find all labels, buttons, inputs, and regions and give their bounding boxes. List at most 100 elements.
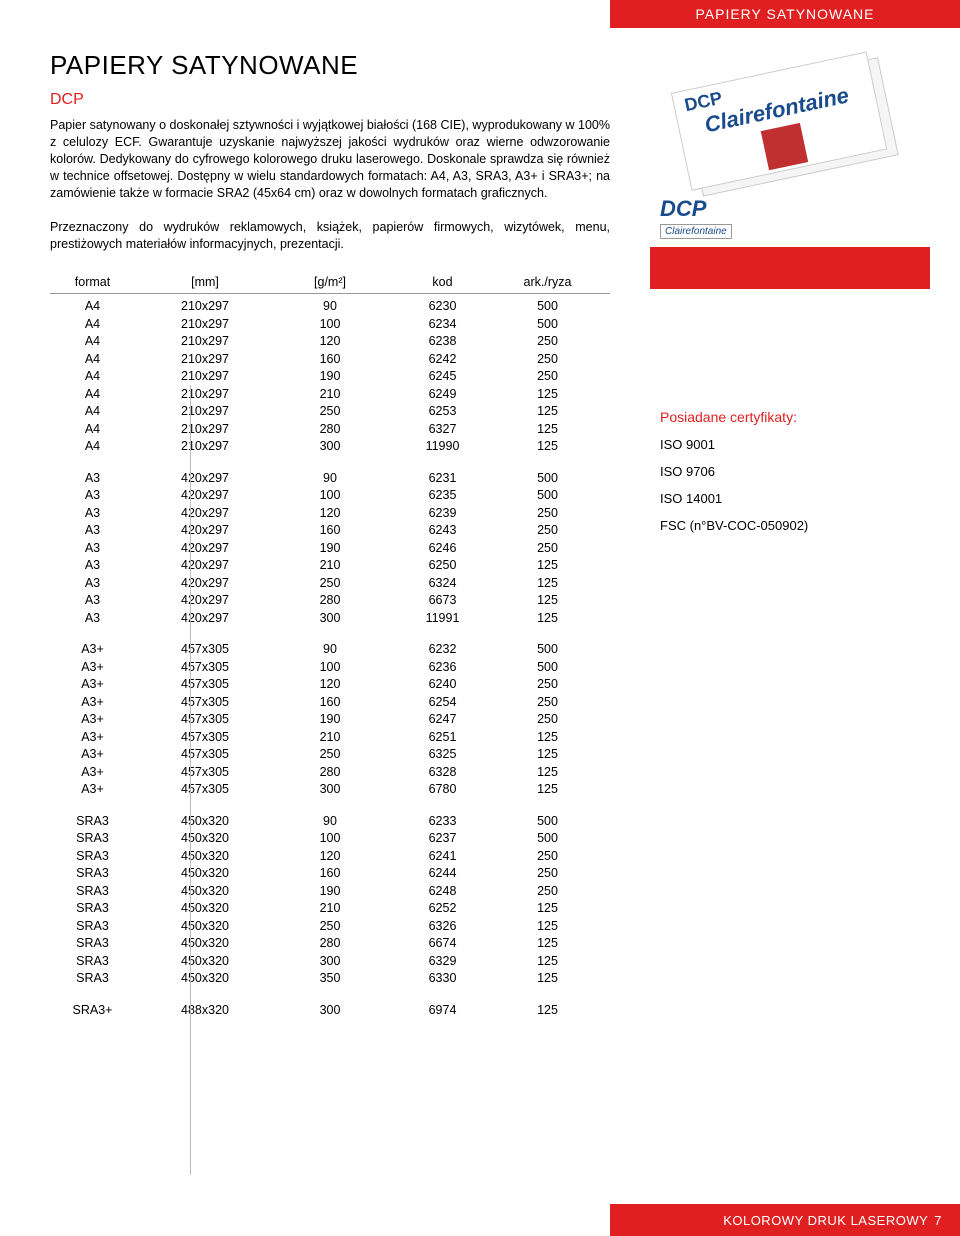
table-cell: 420x297 [135, 487, 275, 505]
table-cell: 420x297 [135, 610, 275, 628]
table-cell: 190 [275, 368, 385, 386]
table-cell: 6248 [385, 883, 500, 901]
table-cell: 190 [275, 540, 385, 558]
table-row: A3420x2971006235500 [50, 487, 610, 505]
product-image: DCP Clairefontaine [650, 50, 910, 190]
certificate-item: FSC (n°BV-COC-050902) [660, 518, 930, 533]
table-cell: A3+ [50, 729, 135, 747]
table-cell: 125 [500, 557, 595, 575]
table-cell: SRA3 [50, 883, 135, 901]
table-cell: 160 [275, 351, 385, 369]
table-cell: 210x297 [135, 368, 275, 386]
table-cell: 500 [500, 298, 595, 316]
table-cell: 125 [500, 729, 595, 747]
table-cell: 250 [500, 711, 595, 729]
table-cell: 125 [500, 438, 595, 456]
table-cell: 210x297 [135, 351, 275, 369]
certificates-list: ISO 9001ISO 9706ISO 14001FSC (n°BV-COC-0… [660, 437, 930, 533]
table-cell: 125 [500, 746, 595, 764]
table-row: A3+457x3051606254250 [50, 694, 610, 712]
table-cell: 6243 [385, 522, 500, 540]
table-cell: 90 [275, 298, 385, 316]
table-row: SRA3450x3203006329125 [50, 953, 610, 971]
table-cell: 250 [500, 694, 595, 712]
table-cell: A3+ [50, 781, 135, 799]
table-cell: 6253 [385, 403, 500, 421]
table-cell: 120 [275, 848, 385, 866]
table-cell: 6230 [385, 298, 500, 316]
col-header-ark: ark./ryza [500, 275, 595, 289]
table-cell: 6324 [385, 575, 500, 593]
table-cell: 250 [275, 918, 385, 936]
table-group: A4210x297906230500A4210x2971006234500A42… [50, 298, 610, 456]
table-cell: 210x297 [135, 298, 275, 316]
table-cell: 190 [275, 711, 385, 729]
table-cell: 457x305 [135, 641, 275, 659]
table-row: A3420x297906231500 [50, 470, 610, 488]
table-cell: 6674 [385, 935, 500, 953]
table-cell: 250 [500, 505, 595, 523]
table-cell: A4 [50, 351, 135, 369]
table-cell: 6245 [385, 368, 500, 386]
table-cell: 6780 [385, 781, 500, 799]
certificate-item: ISO 9001 [660, 437, 930, 452]
col-header-format: format [50, 275, 135, 289]
table-cell: 250 [500, 676, 595, 694]
table-cell: 210x297 [135, 316, 275, 334]
table-cell: 90 [275, 641, 385, 659]
product-subtitle: DCP [50, 91, 610, 109]
table-cell: 125 [500, 1002, 595, 1020]
table-cell: 125 [500, 970, 595, 988]
table-cell: 250 [275, 575, 385, 593]
table-cell: 90 [275, 470, 385, 488]
table-cell: 280 [275, 764, 385, 782]
table-cell: 6241 [385, 848, 500, 866]
table-row: A4210x29730011990125 [50, 438, 610, 456]
table-cell: 125 [500, 610, 595, 628]
table-header-row: format [mm] [g/m²] kod ark./ryza [50, 275, 610, 294]
table-cell: 450x320 [135, 935, 275, 953]
table-cell: 250 [275, 746, 385, 764]
main-column: PAPIERY SATYNOWANE DCP Papier satynowany… [50, 50, 610, 1033]
table-cell: SRA3 [50, 953, 135, 971]
table-group: SRA3450x320906233500SRA3450x320100623750… [50, 813, 610, 988]
table-cell: 250 [500, 848, 595, 866]
header-category-bar: PAPIERY SATYNOWANE [610, 0, 960, 28]
table-row: SRA3450x3202506326125 [50, 918, 610, 936]
table-row: A3420x2972806673125 [50, 592, 610, 610]
table-row: A3420x2972106250125 [50, 557, 610, 575]
table-cell: 6673 [385, 592, 500, 610]
table-cell: 6239 [385, 505, 500, 523]
table-cell: 500 [500, 830, 595, 848]
table-cell: A4 [50, 316, 135, 334]
table-row: A3+457x3051906247250 [50, 711, 610, 729]
table-cell: 457x305 [135, 746, 275, 764]
table-group: A3420x297906231500A3420x2971006235500A34… [50, 470, 610, 628]
table-row: SRA3450x3203506330125 [50, 970, 610, 988]
table-cell: A3 [50, 470, 135, 488]
table-cell: 210x297 [135, 438, 275, 456]
table-cell: 100 [275, 316, 385, 334]
table-vertical-divider [190, 385, 191, 1175]
table-cell: SRA3+ [50, 1002, 135, 1020]
table-body: A4210x297906230500A4210x2971006234500A42… [50, 298, 610, 1019]
table-cell: A4 [50, 403, 135, 421]
table-cell: 11991 [385, 610, 500, 628]
table-cell: 6328 [385, 764, 500, 782]
table-cell: 500 [500, 813, 595, 831]
table-cell: 450x320 [135, 848, 275, 866]
table-row: SRA3+488x3203006974125 [50, 1002, 610, 1020]
table-cell: 500 [500, 487, 595, 505]
table-cell: 210 [275, 729, 385, 747]
table-cell: A3+ [50, 746, 135, 764]
table-cell: 420x297 [135, 505, 275, 523]
table-cell: 6325 [385, 746, 500, 764]
table-cell: 500 [500, 316, 595, 334]
table-cell: 125 [500, 900, 595, 918]
table-cell: A3 [50, 592, 135, 610]
table-row: A4210x2972806327125 [50, 421, 610, 439]
table-row: SRA3450x3201906248250 [50, 883, 610, 901]
table-cell: 6246 [385, 540, 500, 558]
description-paragraph-2: Przeznaczony do wydruków reklamowych, ks… [50, 219, 610, 253]
table-cell: 125 [500, 935, 595, 953]
